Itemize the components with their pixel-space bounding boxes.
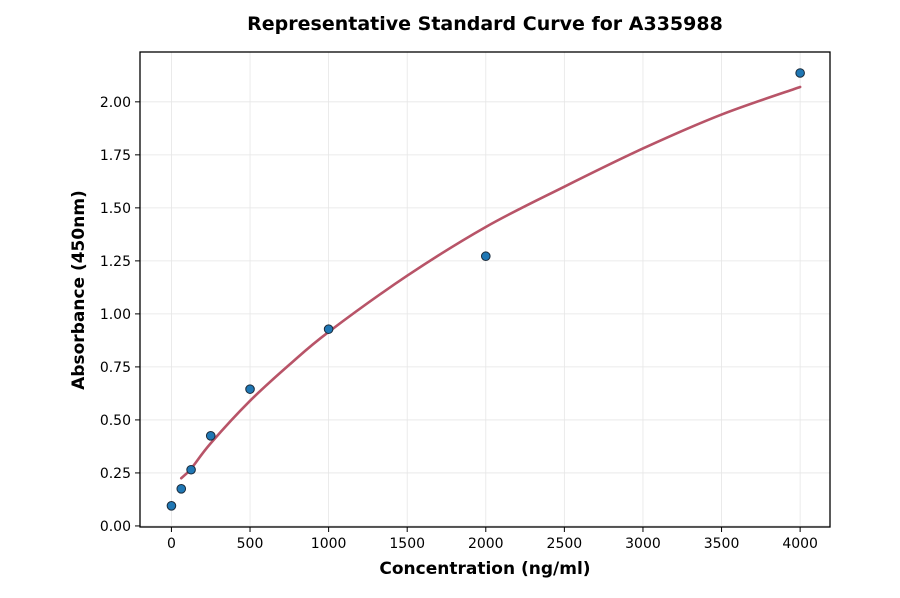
data-point [323, 324, 334, 334]
data-point [245, 384, 255, 394]
y-tick-label: 0.75 [100, 360, 131, 376]
x-tick-label: 2500 [547, 536, 583, 552]
data-point [166, 500, 177, 511]
x-tick-label: 1000 [311, 536, 347, 552]
y-tick-label: 1.50 [100, 201, 131, 217]
data-point [176, 484, 187, 494]
y-tick-label: 1.00 [100, 307, 131, 323]
fit-curve-layer [179, 85, 802, 480]
x-axis-label: Concentration (ng/ml) [379, 559, 590, 579]
y-tick-label: 0.50 [100, 413, 131, 429]
x-tick-label: 1500 [389, 536, 425, 552]
x-tick-label: 3500 [704, 536, 740, 552]
x-tick-label: 3000 [625, 536, 661, 552]
data-point [795, 68, 805, 78]
data-point [480, 251, 491, 262]
x-tick-label: 0 [167, 536, 176, 552]
x-tick-label: 2000 [468, 536, 504, 552]
x-axis: 0 500 1000 1500 2000 2500 3000 3500 4000 [167, 527, 818, 552]
data-point [186, 464, 196, 475]
grid [140, 52, 830, 527]
data-points [166, 68, 805, 511]
y-tick-label: 0.00 [100, 519, 131, 535]
data-point [205, 431, 216, 441]
chart-title: Representative Standard Curve for A33598… [247, 13, 723, 35]
y-tick-label: 2.00 [100, 95, 131, 111]
y-axis-label: Absorbance (450nm) [69, 190, 89, 390]
y-tick-label: 1.25 [100, 254, 131, 270]
plot-frame [139, 51, 831, 528]
y-axis: 0.00 0.25 0.50 0.75 1.00 1.25 1.50 1.75 2.00 [100, 95, 140, 535]
y-tick-label: 1.75 [100, 148, 131, 164]
y-tick-label: 0.25 [100, 466, 131, 482]
x-tick-label: 500 [237, 536, 264, 552]
x-tick-label: 4000 [782, 536, 818, 552]
fit-curve-line [179, 85, 802, 480]
